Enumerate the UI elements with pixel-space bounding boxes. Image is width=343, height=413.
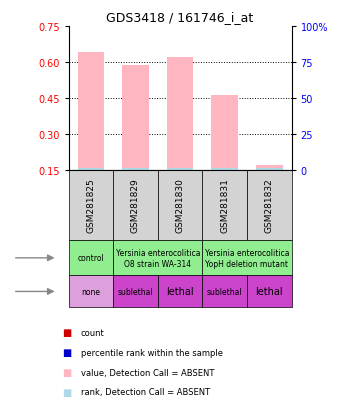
Bar bbox=[113, 241, 202, 276]
Bar bbox=[113, 171, 158, 241]
Bar bbox=[122, 169, 149, 171]
Bar bbox=[211, 169, 238, 171]
Bar bbox=[256, 169, 283, 171]
Text: GSM281830: GSM281830 bbox=[176, 178, 185, 233]
Text: none: none bbox=[81, 287, 100, 296]
Text: ■: ■ bbox=[62, 367, 71, 377]
Bar bbox=[167, 57, 193, 171]
Bar bbox=[122, 66, 149, 171]
Text: rank, Detection Call = ABSENT: rank, Detection Call = ABSENT bbox=[81, 387, 210, 396]
Bar bbox=[167, 169, 193, 171]
Bar bbox=[78, 169, 104, 171]
Text: sublethal: sublethal bbox=[207, 287, 243, 296]
Text: Yersinia enterocolitica
O8 strain WA-314: Yersinia enterocolitica O8 strain WA-314 bbox=[116, 248, 200, 268]
Bar bbox=[202, 276, 247, 308]
Bar bbox=[202, 171, 247, 241]
Text: sublethal: sublethal bbox=[118, 287, 153, 296]
Bar bbox=[78, 53, 104, 171]
Bar bbox=[247, 171, 292, 241]
Text: lethal: lethal bbox=[166, 287, 194, 297]
Text: lethal: lethal bbox=[256, 287, 283, 297]
Text: ■: ■ bbox=[62, 347, 71, 357]
Bar bbox=[113, 276, 158, 308]
Bar bbox=[256, 165, 283, 171]
Bar bbox=[69, 241, 113, 276]
Text: Yersinia enterocolitica
YopH deletion mutant: Yersinia enterocolitica YopH deletion mu… bbox=[205, 248, 289, 268]
Text: GSM281825: GSM281825 bbox=[86, 178, 95, 233]
Bar bbox=[158, 171, 202, 241]
Text: ■: ■ bbox=[62, 328, 71, 337]
Text: value, Detection Call = ABSENT: value, Detection Call = ABSENT bbox=[81, 368, 214, 377]
Text: control: control bbox=[78, 254, 104, 263]
Text: ■: ■ bbox=[62, 387, 71, 397]
Text: GSM281829: GSM281829 bbox=[131, 178, 140, 233]
Bar bbox=[202, 241, 292, 276]
Bar bbox=[247, 276, 292, 308]
Title: GDS3418 / 161746_i_at: GDS3418 / 161746_i_at bbox=[106, 11, 254, 24]
Text: percentile rank within the sample: percentile rank within the sample bbox=[81, 348, 223, 357]
Text: GSM281832: GSM281832 bbox=[265, 178, 274, 233]
Bar bbox=[69, 171, 113, 241]
Bar bbox=[158, 276, 202, 308]
Text: GSM281831: GSM281831 bbox=[220, 178, 229, 233]
Bar bbox=[211, 96, 238, 171]
Text: count: count bbox=[81, 328, 104, 337]
Bar bbox=[69, 276, 113, 308]
